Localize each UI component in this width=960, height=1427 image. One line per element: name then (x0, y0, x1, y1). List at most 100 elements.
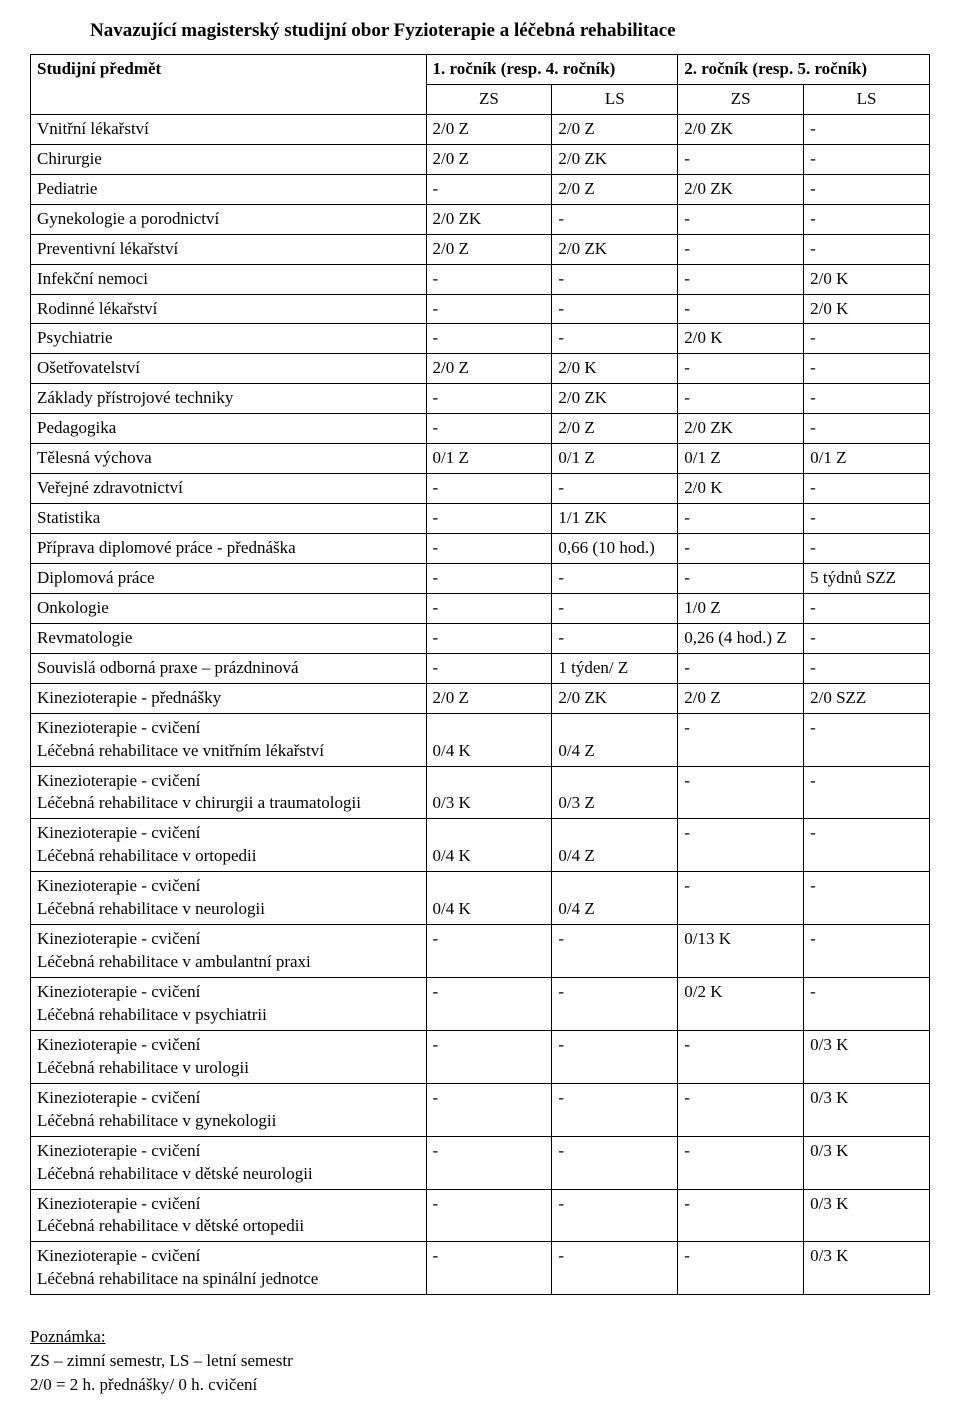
subject-cell: Kinezioterapie - cvičeníLéčebná rehabili… (31, 1242, 427, 1295)
table-row: Kinezioterapie - cvičeníLéčebná rehabili… (31, 819, 930, 872)
value-cell: - (426, 324, 552, 354)
subject-cell: Kinezioterapie - cvičeníLéčebná rehabili… (31, 819, 427, 872)
value-cell: - (678, 1083, 804, 1136)
table-row: Statistika-1/1 ZK-- (31, 504, 930, 534)
value-cell: 0/3 K (804, 1083, 930, 1136)
table-row: Kinezioterapie - cvičeníLéčebná rehabili… (31, 925, 930, 978)
value-cell: - (552, 324, 678, 354)
value-cell: 2/0 Z (426, 114, 552, 144)
subject-cell: Pediatrie (31, 174, 427, 204)
value-cell: 0/3 K (804, 1242, 930, 1295)
value-cell: - (552, 563, 678, 593)
value-cell: - (426, 294, 552, 324)
subject-cell: Veřejné zdravotnictví (31, 474, 427, 504)
value-cell: 2/0 Z (552, 114, 678, 144)
value-cell: - (552, 204, 678, 234)
value-cell: - (552, 593, 678, 623)
value-cell: - (678, 354, 804, 384)
value-cell: - (804, 474, 930, 504)
table-row: Kinezioterapie - cvičeníLéčebná rehabili… (31, 1136, 930, 1189)
value-cell: - (804, 324, 930, 354)
table-row: Diplomová práce---5 týdnů SZZ (31, 563, 930, 593)
value-cell: 2/0 ZK (552, 144, 678, 174)
table-row: Kinezioterapie - cvičeníLéčebná rehabili… (31, 1189, 930, 1242)
value-cell: - (678, 294, 804, 324)
subject-cell: Kinezioterapie - cvičeníLéčebná rehabili… (31, 1136, 427, 1189)
subject-cell: Ošetřovatelství (31, 354, 427, 384)
value-cell: 0/3 K (804, 1030, 930, 1083)
value-cell: 5 týdnů SZZ (804, 563, 930, 593)
subject-cell: Kinezioterapie - cvičeníLéčebná rehabili… (31, 766, 427, 819)
table-row: Infekční nemoci---2/0 K (31, 264, 930, 294)
value-cell: 2/0 K (678, 324, 804, 354)
value-cell: - (678, 1189, 804, 1242)
value-cell: - (678, 534, 804, 564)
subject-cell: Revmatologie (31, 623, 427, 653)
value-cell: - (678, 204, 804, 234)
table-row: Preventivní lékařství2/0 Z2/0 ZK-- (31, 234, 930, 264)
table-row: Souvislá odborná praxe – prázdninová-1 t… (31, 653, 930, 683)
value-cell: 0/1 Z (678, 444, 804, 474)
value-cell: - (426, 623, 552, 653)
value-cell: 0/4 K (426, 713, 552, 766)
table-row: Kinezioterapie - cvičeníLéčebná rehabili… (31, 1242, 930, 1295)
value-cell: 2/0 Z (426, 234, 552, 264)
value-cell: - (678, 766, 804, 819)
subject-cell: Gynekologie a porodnictví (31, 204, 427, 234)
table-row: Tělesná výchova0/1 Z0/1 Z0/1 Z0/1 Z (31, 444, 930, 474)
value-cell: 0/2 K (678, 978, 804, 1031)
value-cell: - (804, 414, 930, 444)
value-cell: - (804, 204, 930, 234)
value-cell: - (804, 593, 930, 623)
value-cell: - (426, 1083, 552, 1136)
footnote-line2: 2/0 = 2 h. přednášky/ 0 h. cvičení (30, 1375, 257, 1394)
value-cell: 2/0 Z (426, 683, 552, 713)
value-cell: 0/3 K (426, 766, 552, 819)
subject-cell: Vnitřní lékařství (31, 114, 427, 144)
value-cell: - (804, 623, 930, 653)
subject-cell: Kinezioterapie - cvičeníLéčebná rehabili… (31, 1083, 427, 1136)
value-cell: 0/4 Z (552, 819, 678, 872)
footnote-label: Poznámka: (30, 1327, 106, 1346)
table-row: Onkologie--1/0 Z- (31, 593, 930, 623)
value-cell: - (426, 414, 552, 444)
value-cell: 2/0 Z (552, 174, 678, 204)
value-cell: - (804, 925, 930, 978)
col-year1-header: 1. ročník (resp. 4. ročník) (426, 55, 678, 85)
value-cell: - (426, 534, 552, 564)
sem-header-3: LS (804, 84, 930, 114)
value-cell: - (426, 504, 552, 534)
value-cell: 0/1 Z (552, 444, 678, 474)
value-cell: 0/3 Z (552, 766, 678, 819)
value-cell: - (804, 872, 930, 925)
value-cell: - (426, 1189, 552, 1242)
table-row: Kinezioterapie - cvičeníLéčebná rehabili… (31, 766, 930, 819)
curriculum-table: Studijní předmět1. ročník (resp. 4. ročn… (30, 54, 930, 1295)
table-row: Chirurgie2/0 Z2/0 ZK-- (31, 144, 930, 174)
value-cell: - (426, 593, 552, 623)
value-cell: - (678, 713, 804, 766)
table-row: Kinezioterapie - cvičeníLéčebná rehabili… (31, 1083, 930, 1136)
table-row: Kinezioterapie - přednášky2/0 Z2/0 ZK2/0… (31, 683, 930, 713)
table-row: Gynekologie a porodnictví2/0 ZK--- (31, 204, 930, 234)
col-year2-header: 2. ročník (resp. 5. ročník) (678, 55, 930, 85)
value-cell: - (678, 1030, 804, 1083)
subject-cell: Kinezioterapie - cvičeníLéčebná rehabili… (31, 1030, 427, 1083)
value-cell: - (804, 534, 930, 564)
value-cell: 2/0 ZK (678, 174, 804, 204)
col-subject-header: Studijní předmět (31, 55, 427, 115)
value-cell: - (678, 819, 804, 872)
value-cell: - (804, 819, 930, 872)
table-row: Příprava diplomové práce - přednáška-0,6… (31, 534, 930, 564)
footnote-line1: ZS – zimní semestr, LS – letní semestr (30, 1351, 293, 1370)
subject-cell: Kinezioterapie - cvičeníLéčebná rehabili… (31, 713, 427, 766)
subject-cell: Kinezioterapie - cvičeníLéčebná rehabili… (31, 925, 427, 978)
sem-header-2: ZS (678, 84, 804, 114)
value-cell: - (552, 925, 678, 978)
value-cell: - (552, 623, 678, 653)
value-cell: - (552, 1242, 678, 1295)
subject-cell: Preventivní lékařství (31, 234, 427, 264)
value-cell: - (678, 872, 804, 925)
value-cell: - (426, 1242, 552, 1295)
value-cell: - (678, 1136, 804, 1189)
